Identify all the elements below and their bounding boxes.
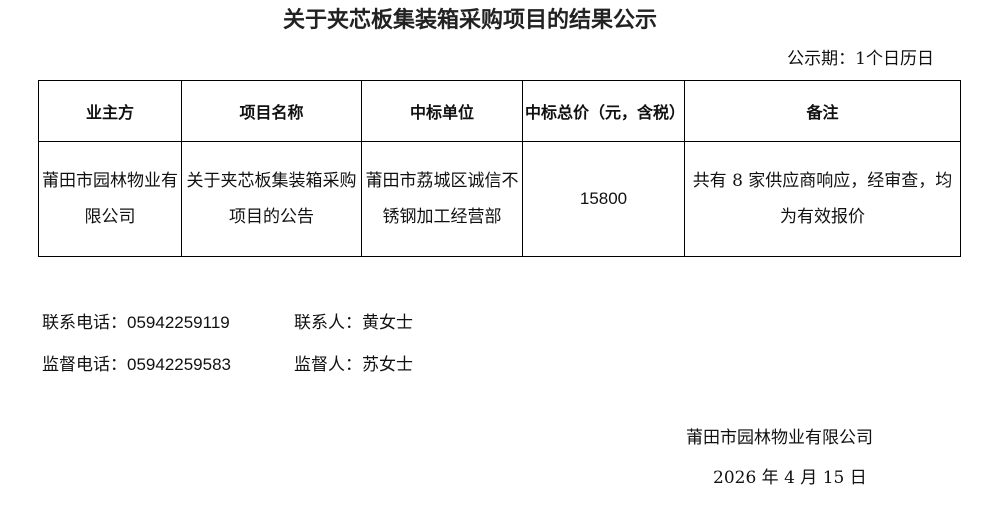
supervise-phone: 监督电话：05942259583 — [42, 350, 231, 375]
table-row: 莆田市园林物业有限公司 关于夹芯板集装箱采购项目的公告 莆田市荔城区诚信不锈钢加… — [38, 141, 961, 257]
contact-person-value: 黄女士 — [362, 313, 413, 333]
cell-price: 15800 — [522, 141, 685, 257]
cell-winner: 莆田市荔城区诚信不锈钢加工经营部 — [361, 141, 523, 257]
header-remark: 备注 — [684, 80, 961, 142]
supervisor: 监督人：苏女士 — [294, 350, 413, 375]
header-price: 中标总价（元，含税） — [522, 80, 685, 142]
contact-phone-label: 联系电话： — [42, 313, 127, 333]
supervise-phone-label: 监督电话： — [42, 355, 127, 375]
page-title: 关于夹芯板集装箱采购项目的结果公示 — [282, 8, 657, 33]
header-winner: 中标单位 — [361, 80, 523, 142]
table-header-row: 业主方 项目名称 中标单位 中标总价（元，含税） 备注 — [38, 80, 961, 142]
signature-company: 莆田市园林物业有限公司 — [686, 428, 873, 448]
header-project: 项目名称 — [181, 80, 362, 142]
header-owner: 业主方 — [38, 80, 182, 142]
cell-remark: 共有 8 家供应商响应，经审查，均为有效报价 — [684, 141, 961, 257]
supervisor-label: 监督人： — [294, 355, 362, 375]
signature-date: 2026 年 4 月 15 日 — [713, 468, 867, 488]
contact-person: 联系人：黄女士 — [294, 308, 413, 333]
contact-person-label: 联系人： — [294, 313, 362, 333]
cell-project: 关于夹芯板集装箱采购项目的公告 — [181, 141, 362, 257]
result-table: 业主方 项目名称 中标单位 中标总价（元，含税） 备注 莆田市园林物业有限公司 … — [38, 80, 961, 257]
contact-phone-value: 05942259119 — [127, 313, 230, 332]
supervise-phone-value: 05942259583 — [127, 355, 232, 374]
cell-owner: 莆田市园林物业有限公司 — [38, 141, 182, 257]
supervisor-value: 苏女士 — [362, 355, 413, 375]
contact-phone: 联系电话：05942259119 — [42, 308, 230, 333]
announcement-period: 公示期：1个日历日 — [787, 49, 934, 69]
